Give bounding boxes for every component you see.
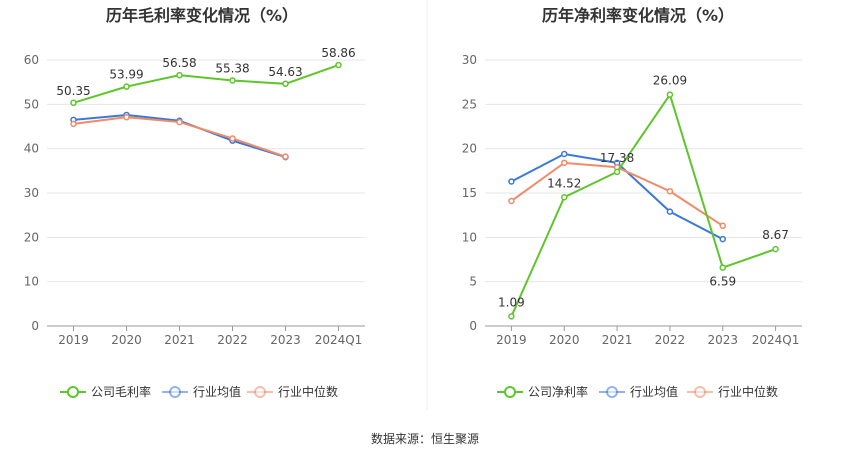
x-tick-label: 2021	[602, 333, 633, 347]
legend-label: 公司净利率	[528, 384, 588, 399]
data-label: 26.09	[653, 74, 687, 88]
data-point-company	[176, 71, 183, 79]
x-tick-label: 2023	[270, 333, 301, 347]
data-label: 6.59	[709, 275, 736, 289]
legend-marker	[169, 386, 181, 398]
legend-label: 行业均值	[630, 384, 678, 399]
data-point-company	[508, 313, 515, 320]
data-point-industry_median	[561, 159, 568, 167]
x-tick-label: 2019	[58, 333, 89, 347]
data-point-company	[666, 91, 674, 98]
data-point-company	[123, 83, 130, 90]
y-tick-label: 0	[31, 319, 39, 333]
y-tick-label: 40	[24, 142, 39, 156]
data-point-industry_median	[719, 222, 726, 230]
legend-label: 行业中位数	[278, 384, 338, 399]
data-label: 55.38	[215, 61, 249, 75]
chart-title: 历年毛利率变化情况（%）	[106, 6, 298, 25]
data-label: 56.58	[162, 56, 196, 70]
y-tick-label: 20	[24, 230, 39, 244]
legend-item-industry_avg[interactable]: 行业均值	[162, 384, 241, 399]
y-tick-label: 20	[462, 142, 477, 156]
legend-marker	[694, 386, 706, 398]
data-label: 54.63	[268, 65, 302, 79]
legend-marker	[606, 386, 618, 398]
data-label: 58.86	[321, 46, 355, 60]
x-tick-label: 2022	[217, 333, 248, 347]
data-point-company	[229, 77, 236, 84]
legend-item-industry_median[interactable]: 行业中位数	[247, 384, 338, 399]
data-point-industry_median	[70, 120, 77, 128]
y-tick-label: 60	[24, 53, 39, 67]
legend-label: 行业中位数	[718, 384, 778, 399]
net-margin-chart: 历年净利率变化情况（%） 0 5 10 15 20 25 30 2019 2020 2021 2022…	[462, 6, 802, 399]
series-line-company	[73, 64, 339, 104]
x-tick-label: 2020	[549, 333, 580, 347]
data-point-industry_avg	[561, 150, 568, 158]
data-point-company	[561, 194, 568, 201]
y-tick-label: 10	[462, 230, 477, 244]
gross-margin-chart: 历年毛利率变化情况（%） 0 10 20 30 40 50 60 2019 2020 2021 202…	[24, 6, 365, 399]
data-label: 50.35	[56, 84, 90, 98]
data-point-industry_avg	[719, 235, 726, 243]
legend-item-industry_avg[interactable]: 行业均值	[599, 384, 678, 399]
y-tick-label: 15	[462, 186, 477, 200]
data-point-industry_median	[123, 113, 130, 121]
data-point-industry_median	[176, 118, 183, 126]
legend-item-company[interactable]: 公司净利率	[497, 384, 588, 399]
y-tick-label: 30	[462, 53, 477, 67]
y-tick-label: 5	[469, 275, 477, 289]
x-tick-label: 2020	[111, 333, 142, 347]
data-label: 8.67	[762, 228, 789, 242]
legend-marker	[504, 386, 516, 398]
legend-item-industry_median[interactable]: 行业中位数	[687, 384, 778, 399]
x-tick-label: 2024Q1	[752, 333, 800, 347]
data-label: 14.52	[547, 176, 581, 190]
y-tick-label: 25	[462, 97, 477, 111]
data-point-industry_avg	[666, 208, 674, 215]
data-label: 1.09	[498, 295, 525, 309]
x-tick-label: 2019	[496, 333, 527, 347]
series-line-company	[510, 92, 776, 317]
data-point-industry_avg	[508, 178, 515, 185]
y-tick-label: 10	[24, 275, 39, 289]
x-tick-label: 2023	[707, 333, 738, 347]
x-tick-label: 2022	[655, 333, 686, 347]
data-point-industry_median	[229, 135, 236, 142]
data-point-company	[70, 99, 77, 107]
data-point-company	[772, 245, 779, 253]
data-label: 53.99	[109, 68, 143, 82]
data-point-industry_median	[282, 153, 289, 160]
y-tick-label: 50	[24, 97, 39, 111]
y-tick-label: 0	[469, 319, 477, 333]
y-tick-label: 30	[24, 186, 39, 200]
data-source-label: 数据来源：恒生聚源	[370, 432, 479, 446]
x-tick-label: 2024Q1	[315, 333, 363, 347]
chart-title: 历年净利率变化情况（%）	[542, 6, 734, 25]
data-label: 17.38	[600, 151, 634, 165]
x-tick-label: 2021	[164, 333, 195, 347]
data-point-company	[719, 264, 726, 271]
data-point-company	[335, 61, 342, 69]
legend-marker	[67, 386, 79, 398]
data-point-company	[613, 168, 621, 176]
data-point-industry_median	[508, 197, 515, 205]
legend-marker	[254, 386, 266, 398]
data-point-industry_median	[666, 187, 674, 195]
data-point-company	[282, 80, 289, 88]
legend-label: 公司毛利率	[91, 384, 151, 399]
legend-label: 行业均值	[193, 384, 241, 399]
legend-item-company[interactable]: 公司毛利率	[60, 384, 151, 399]
